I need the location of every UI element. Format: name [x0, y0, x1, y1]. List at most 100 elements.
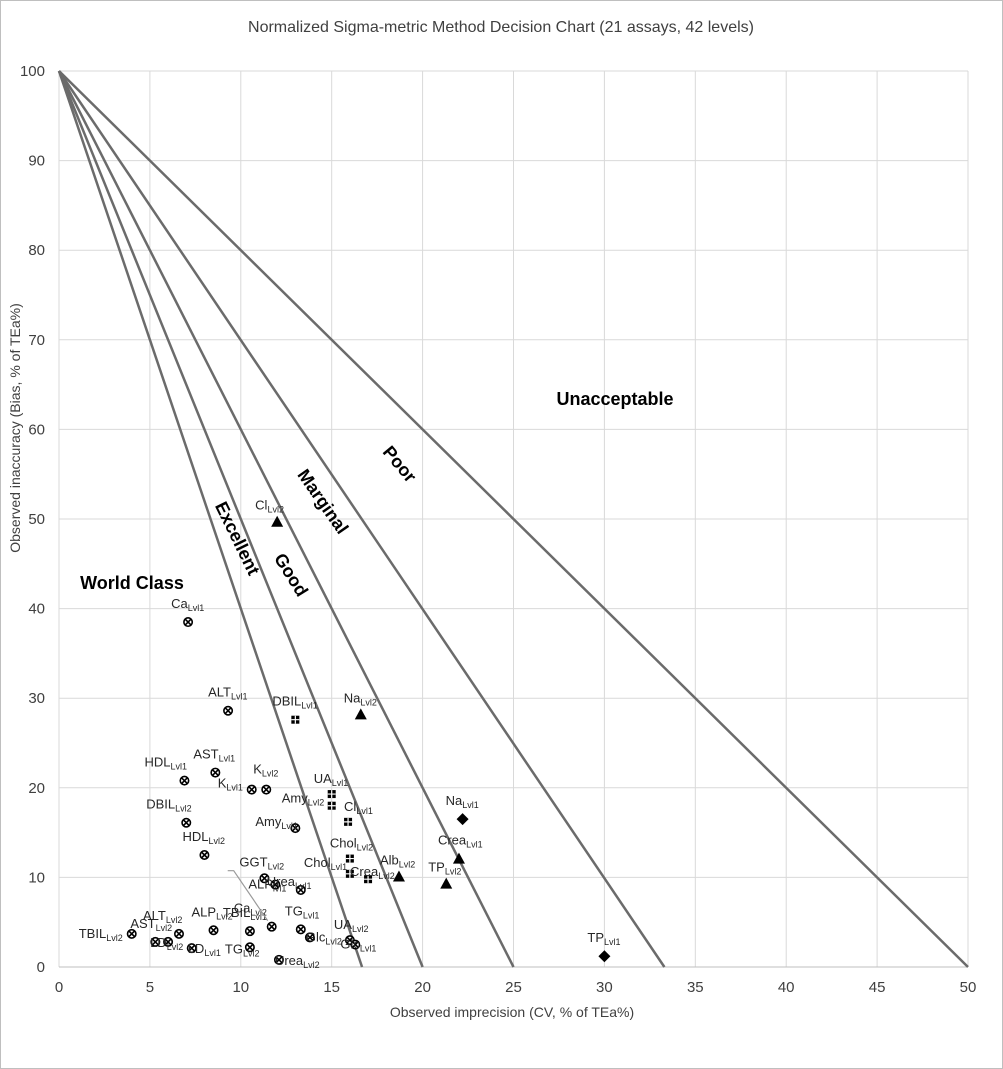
point-label-name: Chol — [330, 836, 357, 851]
point-label: AlbLvl2 — [380, 853, 415, 870]
data-point — [452, 852, 465, 864]
y-tick-label: 10 — [28, 869, 45, 886]
point-label: TBILLvl1 — [223, 905, 267, 922]
label-leader-line — [227, 870, 269, 922]
point-label-subscript: Lvl1 — [250, 912, 267, 922]
point-label-subscript: Lvl2 — [167, 942, 184, 952]
point-diamond — [456, 813, 469, 826]
x-tick-label: 45 — [869, 979, 886, 996]
data-point — [295, 924, 306, 935]
point-label: ALPLvl2 — [192, 904, 233, 921]
data-point — [186, 943, 197, 954]
point-label: DBILLvl2 — [146, 797, 191, 814]
decision-line — [57, 70, 666, 968]
point-label-name: Crea — [350, 864, 379, 879]
point-triangle — [452, 852, 465, 864]
data-point — [183, 617, 194, 628]
data-point — [179, 775, 190, 786]
point-label-name: Na — [344, 690, 361, 705]
point-label-name: DBIL — [146, 797, 175, 812]
data-point — [173, 928, 184, 939]
point-label: AmyLvl1 — [255, 814, 298, 831]
point-label-subscript: Lvl1 — [188, 603, 205, 613]
point-label-subscript: Lvl2 — [378, 871, 395, 881]
data-point — [456, 813, 469, 826]
point-label-name: TG — [225, 941, 243, 956]
point-label-name: AST — [130, 916, 155, 931]
y-tick-label: 30 — [28, 690, 45, 707]
x-tick-label: 30 — [596, 979, 613, 996]
point-label: LDLvl2 — [150, 935, 183, 952]
point-label-name: TG — [285, 903, 303, 918]
region-label: Unacceptable — [556, 389, 673, 409]
point-label: TGLvl2 — [225, 941, 260, 958]
region-label: Marginal — [293, 466, 352, 538]
point-label-name: ALT — [143, 908, 166, 923]
point-label-name: Amy — [282, 791, 309, 806]
data-point — [208, 925, 219, 936]
data-point — [259, 873, 270, 884]
point-label-name: K — [218, 776, 227, 791]
point-cross — [262, 786, 270, 794]
point-label-subscript: Lvl2 — [357, 843, 374, 853]
data-point — [150, 936, 161, 947]
point-label-subscript: Lvl1 — [332, 778, 349, 788]
data-point — [364, 875, 373, 884]
data-point — [244, 942, 255, 953]
point-label: UALvl2 — [334, 917, 369, 934]
data-point — [210, 767, 221, 778]
x-tick-label: 10 — [232, 979, 249, 996]
point-label: UreaLvl1 — [267, 874, 312, 891]
point-label-name: Na — [446, 793, 463, 808]
point-label-subscript: Lvl2 — [303, 960, 320, 970]
y-tick-label: 90 — [28, 153, 45, 170]
data-point — [345, 869, 354, 878]
point-cross — [164, 938, 172, 946]
point-triangle — [271, 515, 284, 527]
point-square-grid — [364, 875, 373, 884]
point-label-subscript: lvl1 — [273, 884, 287, 894]
x-axis-label: Observed imprecision (CV, % of TEa%) — [390, 1004, 634, 1020]
point-label-subscript: Lvl2 — [308, 798, 325, 808]
y-tick-label: 60 — [28, 421, 45, 438]
point-cross — [128, 930, 136, 938]
point-label: DBILLvl1 — [272, 694, 317, 711]
point-label-subscript: Lvl1 — [170, 762, 187, 772]
point-label: GlcLvl2 — [306, 929, 342, 946]
data-point — [344, 817, 353, 826]
data-point — [181, 817, 192, 828]
point-cross — [271, 881, 279, 889]
point-label: ALPlvl1 — [248, 877, 286, 894]
data-point — [199, 849, 210, 860]
point-label: HDLLvl1 — [144, 755, 187, 772]
point-cross — [306, 933, 314, 941]
point-cross — [200, 851, 209, 859]
point-label-subscript: Lvl1 — [303, 910, 320, 920]
point-cross — [246, 927, 254, 935]
point-label: UALvl1 — [314, 771, 349, 788]
point-label-subscript: Lvl1 — [301, 701, 318, 711]
point-label: HDLLvl2 — [182, 829, 225, 846]
point-label-name: ALP — [192, 904, 217, 919]
point-label-subscript: Lvl1 — [466, 840, 483, 850]
data-point — [598, 950, 611, 963]
data-point — [291, 715, 300, 724]
point-cross — [211, 769, 219, 777]
point-label-name: TP — [428, 860, 445, 875]
point-label-name: Urea — [275, 953, 304, 968]
point-square-grid — [345, 869, 354, 878]
point-label-subscript: Lvl2 — [250, 908, 267, 918]
region-label: World Class — [80, 573, 184, 593]
point-label-name: ALP — [248, 877, 273, 892]
point-label: ASTLvl1 — [193, 747, 235, 764]
point-label-subscript: Lvl2 — [106, 933, 123, 943]
point-label-name: Ca — [234, 901, 251, 916]
data-point — [345, 854, 354, 863]
data-point — [295, 884, 306, 895]
data-point — [304, 932, 315, 943]
point-cross — [184, 618, 192, 626]
data-point — [261, 784, 272, 795]
x-tick-label: 35 — [687, 979, 704, 996]
